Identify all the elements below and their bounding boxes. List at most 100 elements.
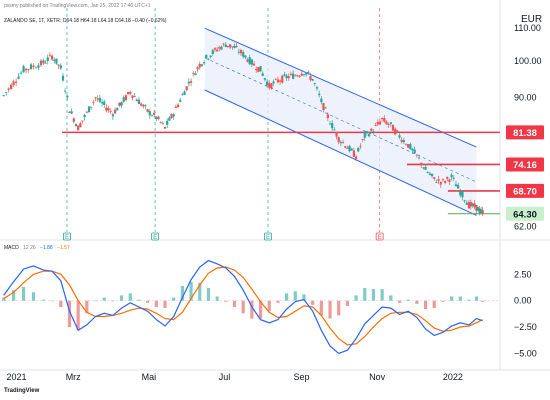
macd-histogram-bar	[119, 295, 124, 301]
candle-body	[85, 111, 88, 113]
candle-body	[387, 124, 390, 125]
candle-body	[365, 131, 369, 134]
macd-line	[3, 259, 483, 355]
earnings-badge-label: E	[378, 235, 382, 241]
candle-body	[475, 204, 478, 211]
candle-body	[12, 81, 15, 86]
macd-histogram-bar	[128, 293, 132, 301]
candle-body	[172, 114, 175, 117]
candle-body	[281, 75, 284, 83]
candle-body	[469, 202, 472, 207]
candle-body	[433, 177, 436, 179]
macd-histogram-bar	[111, 300, 115, 302]
macd-histogram-bar	[311, 300, 315, 305]
candle-body	[385, 121, 388, 125]
candle-body	[298, 75, 301, 77]
candle-body	[311, 79, 314, 81]
price-level-badge	[506, 206, 544, 221]
macd-histogram-bar	[337, 300, 341, 316]
macd-histogram-bar	[406, 299, 410, 301]
channel-lower-line	[204, 89, 477, 216]
candle-body	[315, 87, 319, 89]
candle-body	[383, 117, 386, 122]
candle-body	[163, 126, 167, 129]
candle-body	[339, 141, 342, 144]
candle-body	[142, 104, 145, 107]
candle-body	[335, 132, 338, 137]
candle-body	[209, 55, 212, 58]
macd-params: 12 26	[23, 245, 36, 251]
price-tick-label: 62.00	[514, 221, 537, 231]
candle-body	[224, 44, 227, 48]
candle-body	[116, 108, 119, 111]
channel-middle-line	[204, 57, 477, 183]
macd-histogram-bar	[474, 296, 479, 301]
macd-histogram-bar	[345, 300, 349, 306]
candle-body	[361, 138, 364, 140]
candle-body	[404, 144, 408, 146]
candle-body	[376, 122, 379, 125]
candle-body	[161, 122, 164, 124]
candle-body	[194, 73, 197, 76]
macd-histogram-bar	[93, 300, 98, 302]
candle-body	[94, 97, 97, 99]
candle-body	[7, 88, 10, 90]
macd-histogram-bar	[354, 295, 358, 301]
macd-histogram-bar	[450, 296, 454, 301]
candle-body	[235, 46, 238, 48]
candle-body	[202, 62, 206, 64]
candle-body	[42, 60, 45, 64]
candle-body	[200, 64, 204, 66]
candle-body	[270, 83, 273, 89]
candle-body	[409, 144, 412, 150]
candle-body	[413, 149, 416, 154]
candle-body	[268, 83, 271, 88]
tradingview-logo: TradingView	[4, 388, 40, 394]
candle-body	[100, 101, 104, 104]
candle-body	[250, 59, 253, 65]
candle-body	[481, 210, 484, 214]
candle-body	[87, 106, 91, 113]
macd-histogram-bar	[380, 289, 384, 301]
candle-body	[333, 129, 336, 131]
earnings-badge-label: E	[153, 235, 157, 241]
macd-histogram-bar	[172, 297, 176, 301]
candle-body	[283, 74, 286, 76]
candle-body	[415, 154, 418, 156]
candle-body	[422, 167, 425, 169]
candle-body	[5, 92, 8, 94]
candle-body	[420, 162, 423, 166]
candle-body	[478, 208, 481, 213]
candle-body	[61, 75, 65, 81]
candle-body	[328, 123, 332, 125]
candle-body	[216, 49, 219, 52]
candle-body	[448, 179, 451, 183]
macd-tick-label: 0.00	[514, 296, 532, 306]
candle-body	[309, 76, 312, 80]
candle-body	[140, 103, 143, 106]
candle-body	[192, 72, 195, 74]
macd-histogram-bar	[198, 282, 202, 301]
candle-body	[10, 84, 13, 90]
price-level-badge-label: 64.30	[513, 209, 537, 220]
symbol-info: ZALANDO SE, 1T, XETR: O64.18 H64.18 L64.…	[4, 18, 167, 24]
candle-body	[15, 81, 18, 83]
candle-body	[159, 121, 162, 123]
candle-body	[272, 81, 275, 84]
candle-body	[29, 64, 33, 70]
candle-body	[226, 45, 230, 47]
candle-body	[220, 46, 223, 50]
candle-body	[27, 69, 30, 70]
candle-body	[359, 145, 362, 147]
candle-body	[255, 68, 258, 71]
time-tick-label: Mai	[142, 372, 157, 382]
candle-body	[246, 59, 249, 62]
macd-tick-label: −2.50	[514, 322, 537, 332]
candle-body	[48, 54, 52, 56]
candle-body	[24, 68, 28, 71]
macd-histogram-bar	[481, 300, 485, 302]
macd-histogram-bar	[241, 300, 245, 314]
candle-body	[189, 81, 193, 83]
candle-body	[437, 179, 440, 181]
